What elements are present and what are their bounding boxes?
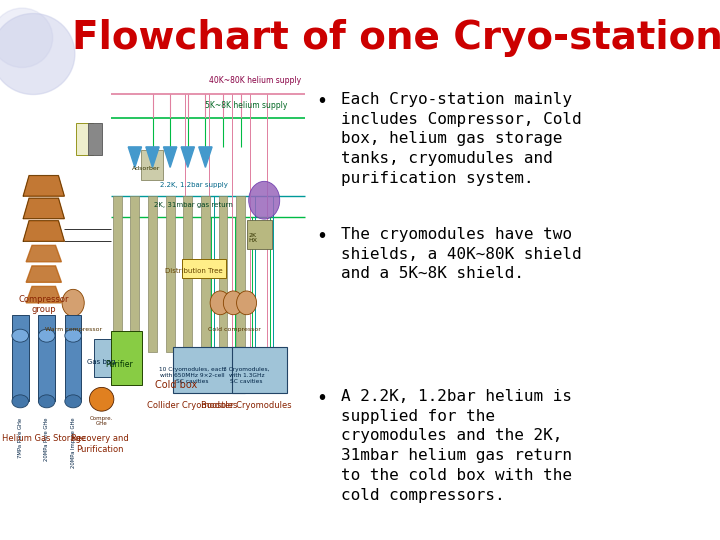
FancyBboxPatch shape	[38, 315, 55, 401]
Text: 2.2K, 1.2bar supply: 2.2K, 1.2bar supply	[160, 182, 228, 188]
FancyBboxPatch shape	[173, 347, 246, 393]
Polygon shape	[26, 286, 61, 303]
Ellipse shape	[38, 329, 55, 342]
FancyBboxPatch shape	[88, 123, 102, 155]
Polygon shape	[146, 147, 159, 167]
Text: •: •	[316, 389, 327, 408]
Text: Each Cryo-station mainly
includes Compressor, Cold
box, helium gas storage
tanks: Each Cryo-station mainly includes Compre…	[341, 92, 582, 186]
FancyBboxPatch shape	[112, 331, 142, 385]
FancyBboxPatch shape	[65, 315, 81, 401]
Polygon shape	[163, 147, 177, 167]
FancyBboxPatch shape	[76, 123, 93, 155]
Text: 5K~8K helium supply: 5K~8K helium supply	[205, 101, 288, 110]
FancyBboxPatch shape	[113, 196, 122, 352]
Text: Booster Cryomodules: Booster Cryomodules	[202, 401, 292, 410]
Polygon shape	[128, 147, 142, 167]
FancyBboxPatch shape	[94, 339, 125, 377]
Polygon shape	[26, 266, 61, 282]
FancyBboxPatch shape	[201, 196, 210, 352]
Text: •: •	[316, 92, 327, 111]
Text: Cold box: Cold box	[155, 380, 197, 390]
Text: 7MPa Pure GHe: 7MPa Pure GHe	[18, 418, 23, 458]
Ellipse shape	[237, 291, 256, 315]
Text: Distribution Tree: Distribution Tree	[165, 268, 222, 274]
Ellipse shape	[223, 291, 243, 315]
Polygon shape	[23, 198, 64, 219]
Text: The cryomodules have two
shields, a 40K~80K shield
and a 5K~8K shield.: The cryomodules have two shields, a 40K~…	[341, 227, 582, 281]
Text: 40K~80K helium supply: 40K~80K helium supply	[210, 76, 302, 85]
FancyBboxPatch shape	[148, 196, 157, 352]
Circle shape	[0, 8, 53, 68]
FancyBboxPatch shape	[246, 220, 271, 249]
FancyBboxPatch shape	[12, 315, 29, 401]
Ellipse shape	[12, 395, 29, 408]
Polygon shape	[23, 176, 64, 196]
Ellipse shape	[248, 181, 280, 219]
FancyBboxPatch shape	[166, 196, 174, 352]
Polygon shape	[199, 147, 212, 167]
Text: 10 Cryomodules, each
with 650MHz 9×2-cell
SC cavities: 10 Cryomodules, each with 650MHz 9×2-cel…	[159, 367, 225, 384]
Text: Recovery and
Purification: Recovery and Purification	[71, 434, 128, 454]
Ellipse shape	[65, 329, 81, 342]
Text: Adsorber: Adsorber	[132, 166, 161, 171]
Text: Cold compressor: Cold compressor	[208, 327, 261, 333]
Text: 2K
HX: 2K HX	[248, 233, 258, 244]
FancyBboxPatch shape	[140, 150, 163, 180]
FancyBboxPatch shape	[130, 196, 139, 352]
Text: 20MPa Pure GHe: 20MPa Pure GHe	[44, 418, 49, 461]
Ellipse shape	[210, 291, 230, 315]
FancyBboxPatch shape	[219, 196, 228, 352]
Text: Purifier: Purifier	[105, 360, 133, 369]
Text: A 2.2K, 1.2bar helium is
supplied for the
cryomodules and the 2K,
31mbar helium : A 2.2K, 1.2bar helium is supplied for th…	[341, 389, 572, 503]
Text: •: •	[316, 227, 327, 246]
Ellipse shape	[12, 329, 29, 342]
FancyBboxPatch shape	[232, 347, 287, 393]
Text: Flowchart of one Cryo-station: Flowchart of one Cryo-station	[72, 19, 720, 57]
FancyBboxPatch shape	[182, 259, 226, 278]
Text: 2K, 31mbar gas return: 2K, 31mbar gas return	[154, 202, 233, 208]
Ellipse shape	[38, 395, 55, 408]
Circle shape	[0, 14, 75, 94]
FancyBboxPatch shape	[184, 196, 192, 352]
Text: Compressor
group: Compressor group	[19, 295, 69, 314]
Ellipse shape	[65, 395, 81, 408]
Text: 20MPa Impure GHe: 20MPa Impure GHe	[71, 418, 76, 468]
FancyBboxPatch shape	[236, 196, 245, 352]
Text: Helium Gas Storage: Helium Gas Storage	[1, 434, 86, 443]
Text: 3 Cryomodules,
with 1.3GHz
SC cavities: 3 Cryomodules, with 1.3GHz SC cavities	[223, 367, 270, 384]
Text: Compre.
GHe: Compre. GHe	[90, 416, 113, 427]
Text: Gas bag: Gas bag	[87, 359, 116, 366]
Ellipse shape	[62, 289, 84, 316]
Polygon shape	[26, 245, 61, 262]
Text: Collider Cryomodules: Collider Cryomodules	[147, 401, 238, 410]
Polygon shape	[181, 147, 194, 167]
Polygon shape	[23, 221, 64, 241]
Ellipse shape	[89, 387, 114, 411]
Text: Warm compressor: Warm compressor	[45, 327, 102, 333]
